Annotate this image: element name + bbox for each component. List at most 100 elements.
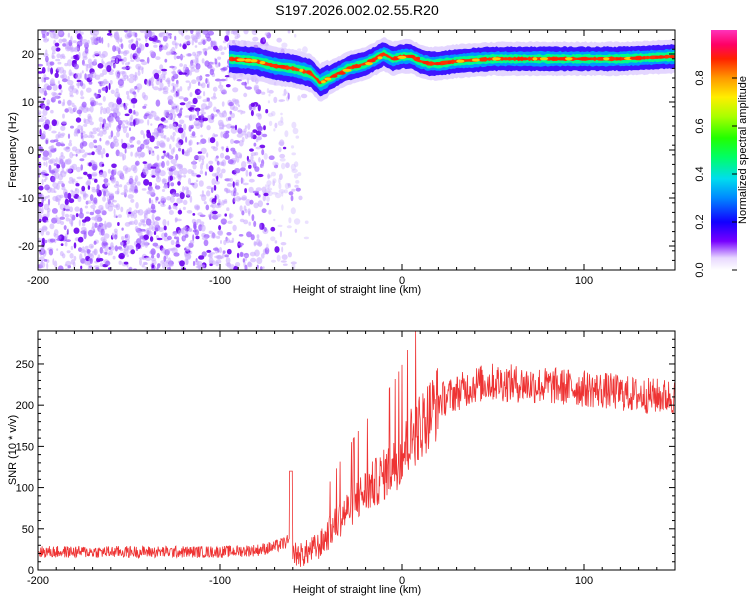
noise-speckle <box>73 227 80 234</box>
noise-speckle <box>213 247 219 251</box>
noise-speckle <box>62 253 66 259</box>
noise-speckle <box>236 79 242 82</box>
noise-speckle <box>51 130 57 134</box>
noise-speckle <box>256 264 259 269</box>
noise-speckle <box>121 66 128 70</box>
noise-speckle <box>166 196 172 201</box>
noise-speckle <box>52 182 59 188</box>
noise-speckle <box>183 151 189 156</box>
noise-speckle <box>212 146 218 152</box>
noise-speckle <box>243 92 248 98</box>
noise-speckle <box>229 212 232 219</box>
noise-speckle <box>113 31 118 36</box>
noise-speckle <box>49 223 55 230</box>
noise-speckle <box>64 191 68 199</box>
noise-speckle <box>48 145 54 150</box>
noise-speckle <box>191 172 198 177</box>
noise-speckle <box>233 192 239 196</box>
noise-speckle <box>41 67 46 74</box>
noise-speckle <box>127 266 133 270</box>
noise-speckle <box>73 255 77 261</box>
noise-speckle <box>295 135 300 139</box>
noise-speckle <box>54 42 60 47</box>
noise-speckle <box>152 163 159 168</box>
noise-speckle <box>89 211 95 216</box>
noise-speckle <box>183 97 189 102</box>
noise-speckle <box>160 124 167 128</box>
noise-speckle <box>104 123 110 128</box>
noise-speckle <box>230 125 236 129</box>
noise-speckle <box>215 141 219 148</box>
noise-speckle <box>87 152 93 156</box>
noise-speckle <box>94 178 98 183</box>
noise-speckle <box>87 229 94 237</box>
noise-speckle <box>93 197 98 204</box>
noise-speckle <box>244 264 248 270</box>
noise-speckle <box>43 123 50 130</box>
spec-ytick-label: 10 <box>22 97 34 109</box>
noise-speckle <box>187 169 193 174</box>
noise-speckle <box>128 211 132 215</box>
noise-speckle <box>77 236 84 243</box>
noise-speckle <box>151 175 156 178</box>
noise-speckle <box>190 104 196 108</box>
noise-speckle <box>270 171 276 177</box>
noise-speckle <box>60 143 66 147</box>
noise-speckle <box>240 167 246 172</box>
noise-speckle <box>55 58 61 62</box>
noise-speckle <box>287 92 290 100</box>
noise-speckle <box>166 77 171 85</box>
noise-speckle <box>110 57 115 61</box>
noise-speckle <box>111 233 114 237</box>
noise-speckle <box>155 176 161 183</box>
noise-speckle <box>205 106 211 109</box>
noise-speckle <box>179 119 185 125</box>
noise-speckle <box>91 226 96 232</box>
ridge-peak <box>565 57 573 61</box>
noise-speckle <box>168 154 172 161</box>
noise-speckle <box>51 119 57 127</box>
noise-speckle <box>83 123 88 127</box>
noise-speckle <box>232 87 239 93</box>
noise-speckle <box>265 109 269 114</box>
noise-speckle <box>192 159 196 164</box>
noise-speckle <box>163 119 169 124</box>
noise-speckle <box>173 170 179 176</box>
noise-speckle <box>55 142 62 147</box>
noise-speckle <box>180 107 183 111</box>
noise-speckle <box>90 204 96 209</box>
noise-speckle <box>109 245 116 251</box>
noise-speckle <box>87 264 93 270</box>
noise-speckle <box>126 233 129 239</box>
noise-speckle <box>67 107 73 111</box>
noise-speckle <box>237 109 243 113</box>
noise-speckle <box>111 169 114 175</box>
noise-speckle <box>132 53 138 56</box>
noise-speckle <box>290 195 294 202</box>
noise-speckle <box>181 167 188 175</box>
noise-speckle <box>206 97 210 102</box>
noise-speckle <box>78 219 81 227</box>
noise-speckle <box>235 262 241 267</box>
noise-speckle <box>51 208 58 214</box>
noise-speckle <box>174 217 177 223</box>
noise-speckle <box>200 123 204 127</box>
noise-speckle <box>38 237 41 243</box>
noise-speckle <box>48 152 52 158</box>
noise-speckle <box>189 239 195 245</box>
noise-speckle <box>85 181 91 186</box>
noise-speckle <box>193 221 197 227</box>
noise-speckle <box>176 88 181 93</box>
noise-speckle <box>136 181 141 186</box>
noise-speckle <box>40 115 45 118</box>
noise-speckle <box>65 233 68 240</box>
spec-ytick-label: -20 <box>18 241 34 253</box>
noise-speckle <box>145 256 152 262</box>
noise-speckle <box>214 255 220 259</box>
noise-speckle <box>215 180 220 185</box>
noise-speckle <box>152 219 156 226</box>
noise-speckle <box>135 37 139 41</box>
noise-speckle <box>230 138 234 145</box>
noise-speckle <box>58 84 62 90</box>
noise-speckle <box>223 110 227 114</box>
